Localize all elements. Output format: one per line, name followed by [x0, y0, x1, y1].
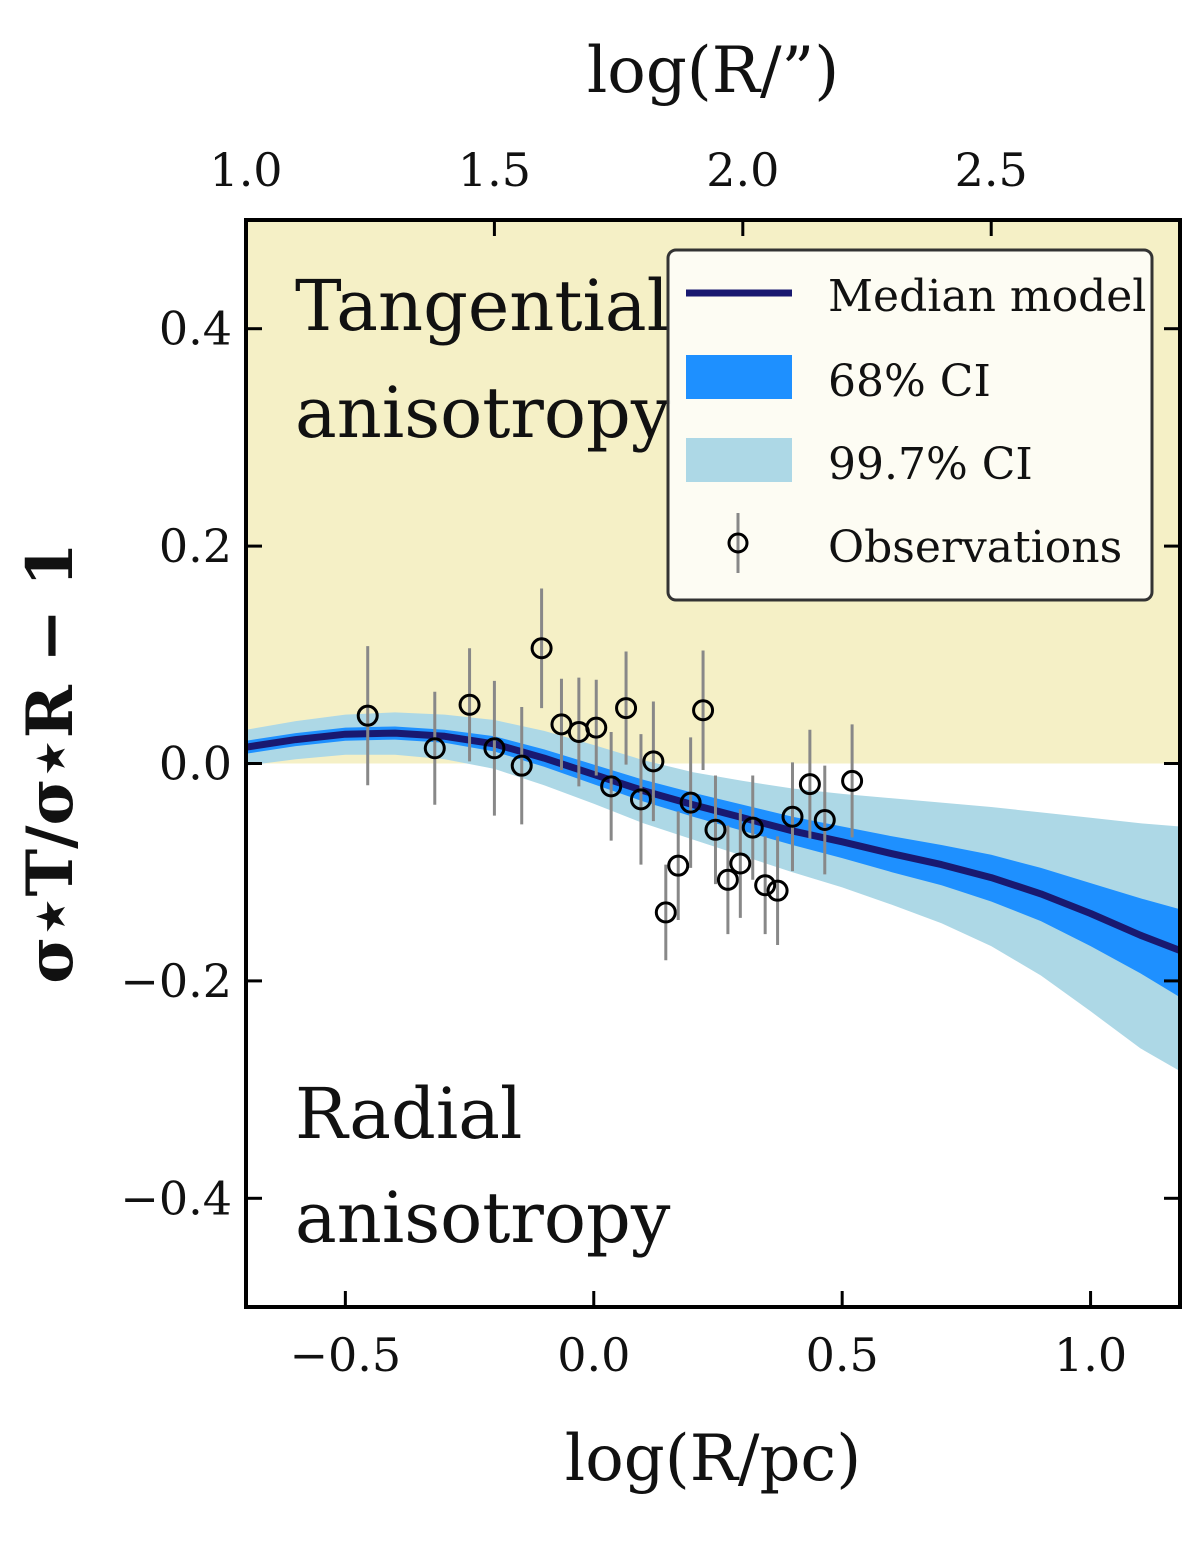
- observation-marker: [766, 879, 789, 902]
- ci68-band: [246, 726, 1180, 998]
- observation-point: [356, 646, 379, 786]
- y-tick-label: −0.4: [120, 1171, 232, 1225]
- radial-label-line1: Radial: [295, 1073, 522, 1155]
- observation-marker: [781, 805, 804, 828]
- observation-point: [729, 809, 752, 918]
- observation-point: [679, 737, 702, 868]
- legend-ci68-label: 68% CI: [828, 356, 991, 407]
- observation-marker: [667, 854, 690, 877]
- observation-marker: [716, 868, 739, 891]
- legend: Median model 68% CI 99.7% CI Observation…: [666, 248, 1154, 602]
- radial-label-line2: anisotropy: [295, 1177, 671, 1259]
- legend-ci68-swatch: [686, 355, 792, 399]
- top-x-axis-title: log(R/”): [587, 34, 839, 108]
- y-tick-label: 0.0: [159, 737, 232, 791]
- x-axis-title: log(R/pc): [565, 1422, 861, 1496]
- observation-marker: [741, 816, 764, 839]
- observation-point: [483, 680, 506, 816]
- observation-point: [716, 825, 739, 935]
- observation-point: [741, 775, 764, 880]
- observation-marker: [679, 791, 702, 814]
- observation-marker: [585, 716, 608, 739]
- plot-frame: [244, 218, 1182, 1309]
- y-axis-title: σ⋆T/σ⋆R − 1: [13, 542, 88, 983]
- observation-point: [781, 762, 804, 872]
- tangential-label-line2: anisotropy: [295, 372, 671, 454]
- top-x-tick-label: 2.0: [706, 143, 779, 197]
- observation-point: [766, 836, 789, 946]
- observation-marker: [510, 754, 533, 777]
- top-x-tick-label: 1.0: [209, 143, 282, 197]
- observation-point: [754, 836, 777, 935]
- observation-marker: [704, 818, 727, 841]
- observation-marker: [841, 769, 864, 792]
- x-tick-label: 0.5: [806, 1328, 879, 1382]
- legend-median-label: Median model: [828, 271, 1146, 322]
- observation-point: [692, 650, 715, 771]
- median-model-layer: [245, 729, 1182, 954]
- observation-point: [600, 731, 623, 841]
- tangential-label-line1: Tangential: [295, 265, 669, 347]
- confidence-bands: [246, 712, 1180, 1072]
- y-tick-label: 0.2: [159, 519, 232, 573]
- observations-layer: [356, 588, 864, 961]
- observation-point: [510, 706, 533, 825]
- legend-observation-marker: [727, 532, 749, 554]
- legend-box: [666, 248, 1154, 602]
- observation-marker: [458, 693, 481, 716]
- observation-point: [423, 691, 446, 805]
- legend-ci997-swatch: [686, 438, 792, 482]
- tangential-label: Tangential anisotropy: [295, 265, 671, 454]
- observation-marker: [754, 874, 777, 897]
- observation-point: [629, 734, 652, 865]
- observation-point: [841, 724, 864, 838]
- legend-ci997-label: 99.7% CI: [828, 439, 1033, 490]
- observation-marker: [798, 773, 821, 796]
- observation-point: [813, 765, 836, 875]
- radial-label: Radial anisotropy: [295, 1073, 671, 1259]
- observation-marker: [813, 809, 836, 832]
- observation-marker: [729, 852, 752, 875]
- observation-marker: [615, 697, 638, 720]
- axis-ticks: −0.5 0.0 0.5 1.0 1.0 1.5 2.0 2.5 −0.4 −0.2 0.0 0.2 0…: [120, 143, 1180, 1382]
- observation-marker: [423, 737, 446, 760]
- observation-marker: [483, 737, 506, 760]
- observation-point: [615, 651, 638, 765]
- observation-marker: [642, 750, 665, 773]
- top-x-tick-label: 2.5: [955, 143, 1028, 197]
- legend-observations-label: Observations: [828, 522, 1122, 573]
- observation-point: [585, 679, 608, 776]
- observation-marker: [530, 637, 553, 660]
- observation-point: [654, 864, 677, 961]
- observation-point: [798, 729, 821, 839]
- observation-marker: [692, 699, 715, 722]
- x-tick-label: −0.5: [290, 1328, 402, 1382]
- observation-point: [667, 811, 690, 921]
- top-x-tick-label: 1.5: [458, 143, 531, 197]
- median-model-line: [245, 729, 1182, 954]
- observation-point: [704, 775, 727, 885]
- observation-point: [642, 701, 665, 822]
- observation-point: [458, 648, 481, 762]
- y-tick-label: 0.4: [159, 302, 232, 356]
- observation-marker: [654, 901, 677, 924]
- observation-marker: [629, 788, 652, 811]
- y-tick-label: −0.2: [120, 954, 232, 1008]
- x-tick-label: 1.0: [1054, 1328, 1127, 1382]
- x-tick-label: 0.0: [557, 1328, 630, 1382]
- observation-marker: [356, 704, 379, 727]
- observation-point: [530, 588, 553, 709]
- observation-marker: [600, 775, 623, 798]
